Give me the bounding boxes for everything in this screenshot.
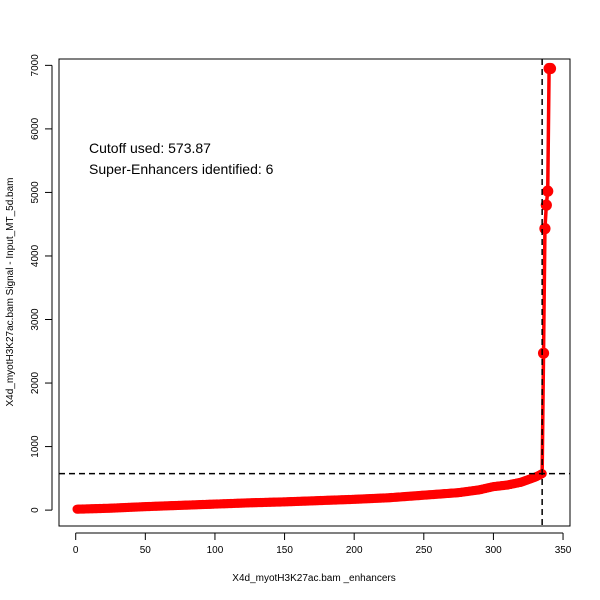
super-enhancer-point	[542, 185, 554, 197]
x-tick-label: 200	[346, 545, 363, 556]
x-tick-label: 250	[415, 545, 432, 556]
y-axis-label: X4d_myotH3K27ac.bam Signal - Input_MT_5d…	[5, 177, 16, 406]
series-line	[75, 66, 553, 511]
y-tick-label: 0	[30, 507, 41, 513]
x-tick-label: 50	[140, 545, 152, 556]
x-tick-label: 0	[73, 545, 79, 556]
plot-frame	[58, 58, 571, 527]
super-enhancer-point	[537, 347, 550, 359]
y-axis: 0 1000 2000 3000 4000 5000 6000 7000	[30, 54, 53, 513]
super-enhancer-point	[544, 62, 557, 75]
y-tick-label: 4000	[30, 244, 41, 267]
y-tick-label: 1000	[30, 435, 41, 458]
x-axis: 0 50 100 150 200 250 300 350	[73, 532, 572, 556]
y-tick-label: 3000	[30, 308, 41, 331]
y-tick-label: 6000	[30, 117, 41, 140]
data-series	[72, 62, 557, 514]
x-tick-label: 100	[207, 545, 224, 556]
super-enhancer-point	[539, 223, 551, 235]
annotation-super-enhancers: Super-Enhancers identified: 6	[89, 161, 274, 177]
x-tick-label: 350	[555, 545, 572, 556]
y-tick-label: 7000	[30, 54, 41, 77]
cutoff-lines	[59, 59, 570, 526]
x-tick-label: 300	[485, 545, 502, 556]
annotation-cutoff: Cutoff used: 573.87	[89, 140, 211, 156]
super-enhancer-point	[540, 199, 552, 211]
y-tick-label: 2000	[30, 371, 41, 394]
x-tick-label: 150	[276, 545, 293, 556]
x-axis-label: X4d_myotH3K27ac.bam _enhancers	[232, 573, 395, 584]
y-tick-label: 5000	[30, 181, 41, 204]
